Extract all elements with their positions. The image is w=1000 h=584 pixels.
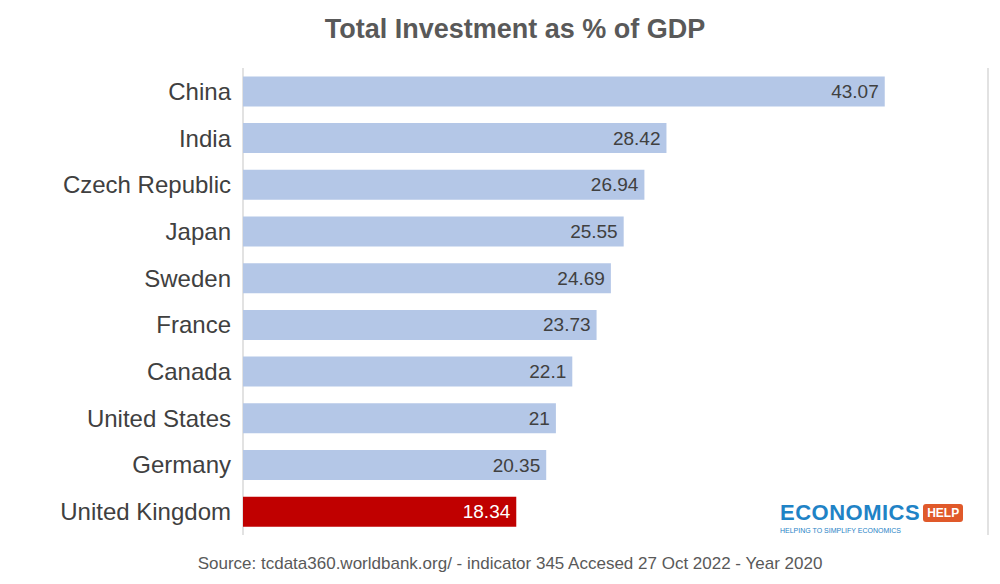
svg-text:India: India (179, 125, 232, 152)
html-text:Source: tcdata360.worldbank.or: Source: tcdata360.worldbank.org/ - indic… (197, 554, 823, 573)
svg-text:21: 21 (529, 408, 550, 429)
svg-text:20.35: 20.35 (493, 455, 541, 476)
svg-text:26.94: 26.94 (591, 174, 639, 195)
svg-text:22.1: 22.1 (529, 361, 566, 382)
svg-text:United Kingdom: United Kingdom (60, 498, 231, 525)
svg-text:China: China (168, 78, 231, 105)
svg-text:23.73: 23.73 (543, 314, 591, 335)
svg-text:43.07: 43.07 (831, 81, 879, 102)
svg-text:24.69: 24.69 (557, 268, 605, 289)
html-text:Total Investment as % of GDP: Total Investment as % of GDP (324, 14, 706, 44)
svg-text:18.34: 18.34 (463, 501, 511, 522)
svg-text:United States: United States (87, 405, 231, 432)
svg-text:Czech Republic: Czech Republic (63, 171, 231, 198)
html-text:HELPING TO SIMPLIFY ECONOMICS: HELPING TO SIMPLIFY ECONOMICS (780, 527, 901, 534)
svg-text:Sweden: Sweden (144, 265, 231, 292)
svg-text:28.42: 28.42 (613, 128, 661, 149)
svg-text:France: France (156, 311, 231, 338)
html-text:ECONOMICS HELP: ECONOMICS HELP (780, 500, 960, 525)
svg-text:Japan: Japan (166, 218, 231, 245)
svg-text:Canada: Canada (147, 358, 232, 385)
svg-text:Germany: Germany (132, 451, 231, 478)
svg-text:25.55: 25.55 (570, 221, 618, 242)
